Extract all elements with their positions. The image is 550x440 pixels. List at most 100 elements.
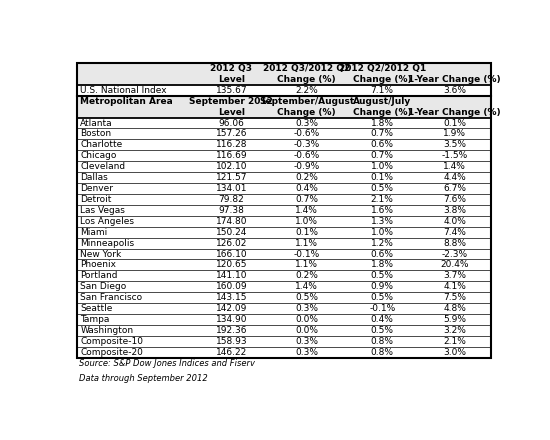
Text: 0.5%: 0.5% bbox=[371, 184, 394, 193]
Text: 0.1%: 0.1% bbox=[295, 227, 318, 237]
Text: 2012 Q3/2012 Q2: 2012 Q3/2012 Q2 bbox=[263, 64, 350, 73]
Text: -0.3%: -0.3% bbox=[294, 140, 320, 149]
Text: 166.10: 166.10 bbox=[216, 249, 247, 259]
Text: 1.0%: 1.0% bbox=[371, 162, 394, 171]
Text: 0.3%: 0.3% bbox=[295, 348, 318, 357]
Text: Charlotte: Charlotte bbox=[80, 140, 123, 149]
Text: Atlanta: Atlanta bbox=[80, 118, 113, 128]
Text: 7.4%: 7.4% bbox=[443, 227, 466, 237]
Text: Composite-10: Composite-10 bbox=[80, 337, 143, 346]
Bar bbox=[77, 96, 491, 117]
Text: 1.9%: 1.9% bbox=[443, 129, 466, 139]
Text: 1.1%: 1.1% bbox=[295, 238, 318, 248]
Text: 134.90: 134.90 bbox=[216, 315, 247, 324]
Text: 2.2%: 2.2% bbox=[295, 86, 318, 95]
Text: 0.6%: 0.6% bbox=[371, 249, 394, 259]
Text: 7.1%: 7.1% bbox=[371, 86, 394, 95]
Text: Los Angeles: Los Angeles bbox=[80, 217, 134, 226]
Text: 1.8%: 1.8% bbox=[371, 260, 394, 269]
Text: 157.26: 157.26 bbox=[216, 129, 247, 139]
Text: 0.3%: 0.3% bbox=[295, 337, 318, 346]
Text: 1.0%: 1.0% bbox=[371, 227, 394, 237]
Text: 2.1%: 2.1% bbox=[443, 337, 466, 346]
Text: 174.80: 174.80 bbox=[216, 217, 247, 226]
Text: 3.8%: 3.8% bbox=[443, 206, 466, 215]
Text: San Diego: San Diego bbox=[80, 282, 126, 291]
Text: 0.2%: 0.2% bbox=[295, 173, 318, 182]
Text: Metropolitan Area: Metropolitan Area bbox=[80, 97, 173, 106]
Bar bbox=[77, 63, 491, 358]
Text: Minneapolis: Minneapolis bbox=[80, 238, 134, 248]
Text: 116.69: 116.69 bbox=[216, 151, 247, 160]
Text: 0.2%: 0.2% bbox=[295, 271, 318, 280]
Text: 120.65: 120.65 bbox=[216, 260, 247, 269]
Text: 0.7%: 0.7% bbox=[371, 151, 394, 160]
Text: Level: Level bbox=[218, 75, 245, 84]
Text: 79.82: 79.82 bbox=[218, 195, 244, 204]
Text: Boston: Boston bbox=[80, 129, 112, 139]
Text: -1.5%: -1.5% bbox=[442, 151, 468, 160]
Text: Las Vegas: Las Vegas bbox=[80, 206, 125, 215]
Text: Chicago: Chicago bbox=[80, 151, 117, 160]
Text: Change (%): Change (%) bbox=[353, 108, 411, 117]
Text: Denver: Denver bbox=[80, 184, 113, 193]
Text: 2012 Q3: 2012 Q3 bbox=[210, 64, 252, 73]
Bar bbox=[77, 63, 491, 85]
Text: -0.1%: -0.1% bbox=[369, 304, 395, 313]
Text: 0.5%: 0.5% bbox=[371, 293, 394, 302]
Text: Change (%): Change (%) bbox=[277, 75, 336, 84]
Text: 192.36: 192.36 bbox=[216, 326, 247, 335]
Text: -2.3%: -2.3% bbox=[442, 249, 468, 259]
Text: 116.28: 116.28 bbox=[216, 140, 247, 149]
Text: 0.3%: 0.3% bbox=[295, 118, 318, 128]
Text: 0.9%: 0.9% bbox=[371, 282, 394, 291]
Text: 0.7%: 0.7% bbox=[295, 195, 318, 204]
Text: 0.4%: 0.4% bbox=[295, 184, 318, 193]
Text: 135.67: 135.67 bbox=[216, 86, 247, 95]
Text: 97.38: 97.38 bbox=[218, 206, 244, 215]
Text: -0.1%: -0.1% bbox=[294, 249, 320, 259]
Text: Tampa: Tampa bbox=[80, 315, 109, 324]
Text: Data through September 2012: Data through September 2012 bbox=[79, 374, 208, 383]
Text: 3.6%: 3.6% bbox=[443, 86, 466, 95]
Text: U.S. National Index: U.S. National Index bbox=[80, 86, 167, 95]
Text: Detroit: Detroit bbox=[80, 195, 112, 204]
Text: 0.0%: 0.0% bbox=[295, 315, 318, 324]
Text: 121.57: 121.57 bbox=[216, 173, 247, 182]
Text: 7.6%: 7.6% bbox=[443, 195, 466, 204]
Text: 1.4%: 1.4% bbox=[295, 206, 318, 215]
Text: Phoenix: Phoenix bbox=[80, 260, 116, 269]
Text: 1.4%: 1.4% bbox=[443, 162, 466, 171]
Text: 4.8%: 4.8% bbox=[443, 304, 466, 313]
Text: -0.9%: -0.9% bbox=[294, 162, 320, 171]
Text: 0.4%: 0.4% bbox=[371, 315, 394, 324]
Text: 1.8%: 1.8% bbox=[371, 118, 394, 128]
Text: 0.1%: 0.1% bbox=[443, 118, 466, 128]
Text: 3.2%: 3.2% bbox=[443, 326, 466, 335]
Text: 1-Year Change (%): 1-Year Change (%) bbox=[408, 108, 501, 117]
Text: Change (%): Change (%) bbox=[353, 75, 411, 84]
Text: 3.7%: 3.7% bbox=[443, 271, 466, 280]
Text: 1.1%: 1.1% bbox=[295, 260, 318, 269]
Text: 0.5%: 0.5% bbox=[295, 293, 318, 302]
Text: 0.1%: 0.1% bbox=[371, 173, 394, 182]
Text: 160.09: 160.09 bbox=[216, 282, 247, 291]
Text: 0.6%: 0.6% bbox=[371, 140, 394, 149]
Text: 0.7%: 0.7% bbox=[371, 129, 394, 139]
Text: 5.9%: 5.9% bbox=[443, 315, 466, 324]
Text: 146.22: 146.22 bbox=[216, 348, 247, 357]
Text: San Francisco: San Francisco bbox=[80, 293, 142, 302]
Text: 96.06: 96.06 bbox=[218, 118, 244, 128]
Text: 4.1%: 4.1% bbox=[443, 282, 466, 291]
Text: August/July: August/July bbox=[353, 97, 411, 106]
Text: 150.24: 150.24 bbox=[216, 227, 247, 237]
Text: Level: Level bbox=[218, 108, 245, 117]
Text: 6.7%: 6.7% bbox=[443, 184, 466, 193]
Text: Miami: Miami bbox=[80, 227, 107, 237]
Text: 143.15: 143.15 bbox=[216, 293, 247, 302]
Text: 1.6%: 1.6% bbox=[371, 206, 394, 215]
Text: Source: S&P Dow Jones Indices and Fiserv: Source: S&P Dow Jones Indices and Fiserv bbox=[79, 359, 255, 368]
Text: Washington: Washington bbox=[80, 326, 134, 335]
Text: 20.4%: 20.4% bbox=[441, 260, 469, 269]
Text: 2.1%: 2.1% bbox=[371, 195, 394, 204]
